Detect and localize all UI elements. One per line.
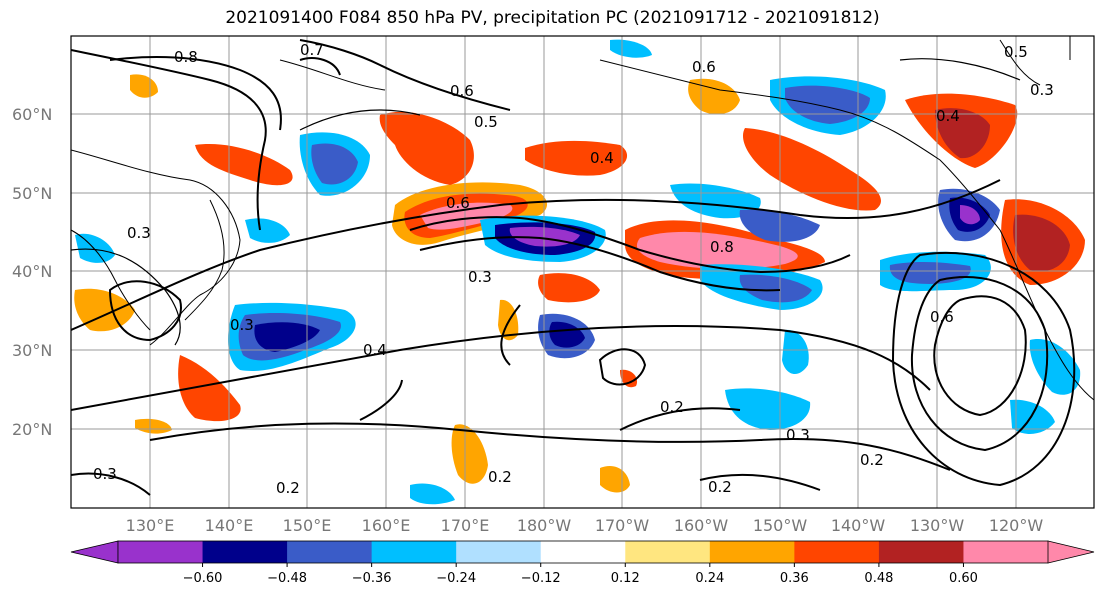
colorbar-bin [202,541,288,563]
lon-label: 160°W [674,516,729,535]
colorbar-tick-label: 0.24 [695,571,724,586]
colorbar-bin [709,541,795,563]
contour-label: 0.2 [708,478,732,496]
lon-label: 180°W [517,516,572,535]
lat-label: 40°N [12,262,52,281]
lat-label: 50°N [12,184,52,203]
contour-label: 0.3 [230,316,254,334]
contour-label: 0.7 [300,41,324,59]
pv-contours-thin [71,58,1021,346]
contour-labels: 0.8 0.7 0.6 0.5 0.4 0.3 0.8 0.4 0.2 0.2 … [93,41,1054,497]
contour-label: 0.6 [446,194,470,212]
colorbar-tick-label: −0.48 [267,571,307,586]
lon-label: 170°E [441,516,490,535]
colorbar-border [117,540,1049,564]
contour-label: 0.2 [488,468,512,486]
contour-label: 0.4 [363,341,387,359]
lon-label: 150°W [753,516,808,535]
lon-label: 130°W [910,516,965,535]
colorbar-extend-max [1047,540,1095,564]
pv-contours [71,39,1076,496]
lat-label: 20°N [12,420,52,439]
lon-labels: 130°E 140°E 150°E 160°E 170°E 180°W 170°… [126,516,1044,535]
contour-label: 0.4 [590,149,614,167]
lat-label: 60°N [12,105,52,124]
lon-label: 130°E [126,516,175,535]
colorbar-bin [118,541,204,563]
colorbar-bin [794,541,880,563]
colorbar-tick-label: 0.12 [611,571,640,586]
contour-label: 0.5 [474,113,498,131]
lon-label: 140°W [831,516,886,535]
colorbar-bin [878,541,964,563]
contour-label: 0.3 [127,224,151,242]
lon-label: 170°W [595,516,650,535]
colorbar-bin [287,541,373,563]
colorbar-bin [540,541,626,563]
map-frame [70,35,1095,509]
map-title: 2021091400 F084 850 hPa PV, precipitatio… [225,8,880,28]
contour-label: 0.4 [936,107,960,125]
contour-label: 0.6 [692,58,716,76]
contour-label: 0.3 [1030,81,1054,99]
lat-labels: 60°N 50°N 40°N 30°N 20°N [12,105,52,439]
contour-label: 0.3 [468,268,492,286]
colorbar-bin [963,541,1049,563]
contour-label: 0.2 [860,451,884,469]
colorbar-bin [456,541,542,563]
colorbar: −0.60 −0.48 −0.36 −0.24 −0.12 0.12 0.24 0.36 0.4… [70,540,1095,586]
lon-label: 150°E [283,516,332,535]
lon-label: 160°E [362,516,411,535]
colorbar-tick-label: 0.48 [864,571,893,586]
colorbar-bin [371,541,457,563]
contour-label: 0.8 [710,238,734,256]
colorbar-tick-label: 0.36 [780,571,809,586]
contour-label: 0.6 [930,308,954,326]
colorbar-tick-label: −0.12 [521,571,561,586]
lon-label: 140°E [205,516,254,535]
colorbar-extend-min [70,540,119,564]
contour-label: 0.2 [660,398,684,416]
lon-label: 120°W [989,516,1044,535]
contour-label: 0.8 [174,48,198,66]
contour-label: 0.2 [276,479,300,497]
contour-label: 0.3 [786,426,810,444]
lat-label: 30°N [12,341,52,360]
colorbar-tick-label: 0.60 [949,571,978,586]
colorbar-tick-label: −0.36 [352,571,392,586]
contour-label: 0.6 [450,82,474,100]
colorbar-tick-label: −0.24 [436,571,476,586]
contour-label: 0.5 [1004,43,1028,61]
colorbar-tick-label: −0.60 [183,571,223,586]
contour-label: 0.3 [93,465,117,483]
colorbar-bin [625,541,711,563]
